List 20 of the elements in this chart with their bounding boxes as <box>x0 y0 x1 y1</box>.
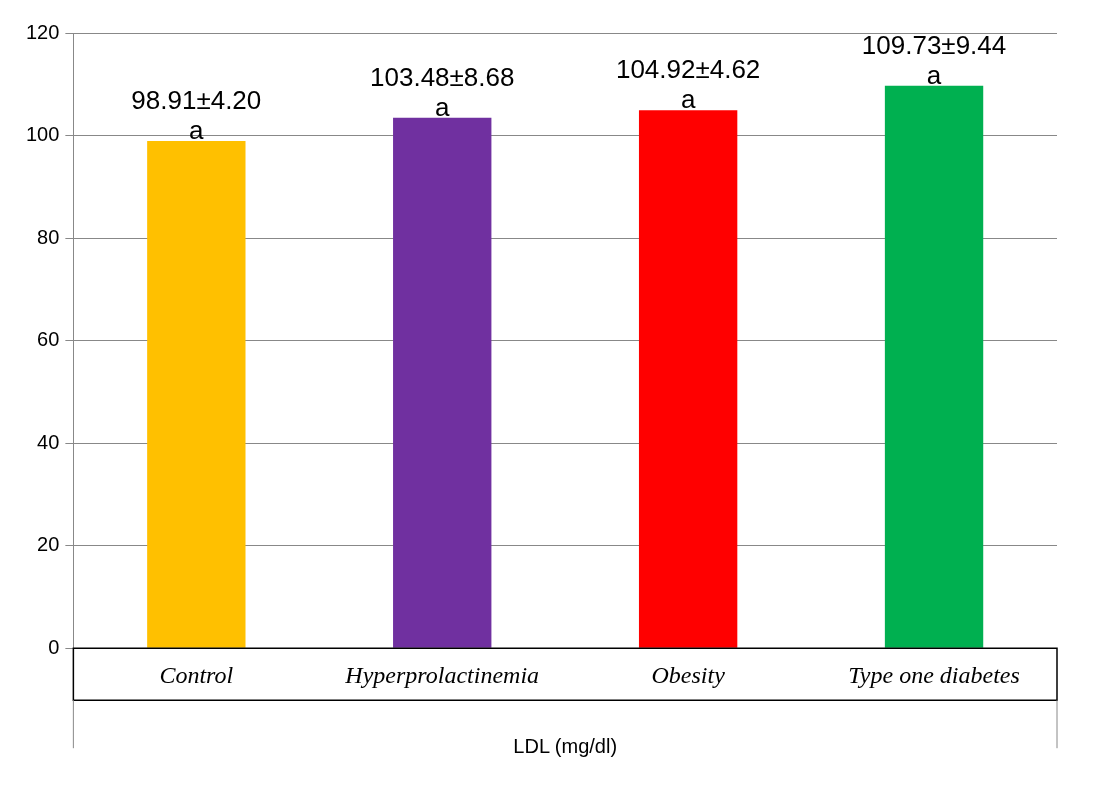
data-label: 109.73±9.44 <box>861 29 1007 60</box>
annotation: a <box>926 59 942 90</box>
annotation: a <box>189 115 205 146</box>
y-tick-label: 20 <box>37 533 60 556</box>
y-tick-label: 100 <box>25 123 60 146</box>
y-tick-label: 120 <box>25 20 60 43</box>
data-label: 104.92±4.62 <box>615 54 761 85</box>
y-tick-label: 60 <box>37 328 60 351</box>
x-tick-label: Obesity <box>651 661 726 688</box>
x-axis-title: LDL (mg/dl) <box>513 734 618 757</box>
data-label: 98.91±4.20 <box>131 85 262 116</box>
y-tick-label: 40 <box>37 430 60 453</box>
annotation: a <box>435 91 450 122</box>
annotation: a <box>680 84 696 115</box>
x-tick-label: Control <box>159 661 234 688</box>
x-tick-label: Type one diabetes <box>848 661 1020 688</box>
y-tick-label: 0 <box>48 635 60 658</box>
y-tick-label: 80 <box>37 225 60 248</box>
x-tick-label: Hyperprolactinemia <box>344 661 540 688</box>
data-label: 103.48±8.68 <box>370 61 515 92</box>
